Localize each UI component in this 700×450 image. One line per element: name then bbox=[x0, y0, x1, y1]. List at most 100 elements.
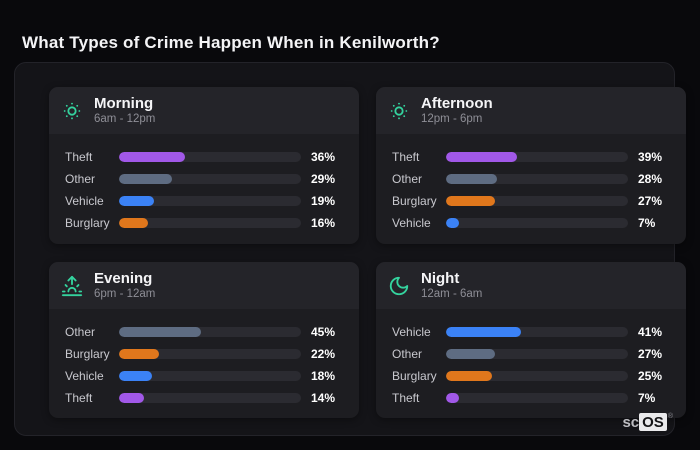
time-panel-evening: Evening 6pm - 12am Other 45% Burglary 22… bbox=[49, 262, 359, 418]
bar-fill bbox=[119, 151, 185, 162]
bar-track bbox=[446, 326, 628, 337]
bar-row-burglary: Burglary 22% bbox=[65, 343, 343, 365]
panel-header: Night 12am - 6am bbox=[376, 262, 686, 309]
bar-value: 29% bbox=[311, 171, 336, 186]
sun-dim-icon bbox=[61, 100, 83, 122]
bar-fill bbox=[446, 370, 492, 381]
bar-label: Theft bbox=[65, 390, 93, 405]
bar-fill bbox=[119, 326, 201, 337]
bar-row-vehicle: Vehicle 41% bbox=[392, 321, 670, 343]
bar-row-theft: Theft 39% bbox=[392, 146, 670, 168]
panel-subtitle: 12am - 6am bbox=[421, 288, 483, 301]
bar-value: 19% bbox=[311, 193, 336, 208]
panel-title: Evening bbox=[94, 270, 153, 287]
bar-row-burglary: Burglary 25% bbox=[392, 365, 670, 387]
time-panel-morning: Morning 6am - 12pm Theft 36% Other 29% V… bbox=[49, 87, 359, 244]
bar-fill bbox=[119, 392, 145, 403]
panel-subtitle: 12pm - 6pm bbox=[421, 113, 483, 126]
bar-row-burglary: Burglary 16% bbox=[65, 212, 343, 234]
bar-track bbox=[119, 217, 301, 228]
bar-label: Vehicle bbox=[392, 324, 431, 339]
bar-value: 27% bbox=[638, 193, 663, 208]
bar-value: 45% bbox=[311, 324, 336, 339]
bar-fill bbox=[119, 173, 172, 184]
dashboard-container: Morning 6am - 12pm Theft 36% Other 29% V… bbox=[14, 62, 686, 436]
registered-mark-icon: ® bbox=[667, 413, 673, 420]
bar-label: Vehicle bbox=[65, 193, 104, 208]
bar-label: Other bbox=[392, 171, 423, 186]
panel-heading-text: Afternoon 12pm - 6pm bbox=[421, 95, 493, 127]
panel-subtitle: 6am - 12pm bbox=[94, 113, 156, 126]
bar-value: 25% bbox=[638, 368, 663, 383]
bar-track bbox=[119, 348, 301, 359]
bar-fill bbox=[119, 370, 152, 381]
bar-value: 16% bbox=[311, 215, 336, 230]
bar-label: Theft bbox=[65, 149, 93, 164]
time-panel-afternoon: Afternoon 12pm - 6pm Theft 39% Other 28%… bbox=[376, 87, 686, 244]
bar-row-vehicle: Vehicle 19% bbox=[65, 190, 343, 212]
panel-header: Afternoon 12pm - 6pm bbox=[376, 87, 686, 134]
bar-row-burglary: Burglary 27% bbox=[392, 190, 670, 212]
bar-row-other: Other 28% bbox=[392, 168, 670, 190]
bar-value: 14% bbox=[311, 390, 336, 405]
bar-track bbox=[446, 348, 628, 359]
bar-track bbox=[119, 173, 301, 184]
bar-label: Burglary bbox=[392, 368, 437, 383]
panel-heading-text: Evening 6pm - 12am bbox=[94, 270, 155, 302]
brand-prefix: sc bbox=[622, 414, 640, 431]
bar-fill bbox=[119, 348, 160, 359]
bar-fill bbox=[446, 173, 497, 184]
bar-label: Burglary bbox=[65, 346, 110, 361]
bar-track bbox=[119, 151, 301, 162]
time-panel-night: Night 12am - 6am Vehicle 41% Other 27% B… bbox=[376, 262, 686, 418]
bar-label: Theft bbox=[392, 390, 420, 405]
bar-label: Other bbox=[65, 171, 96, 186]
bar-fill bbox=[446, 195, 496, 206]
bar-rows: Vehicle 41% Other 27% Burglary 25% Theft bbox=[376, 309, 686, 409]
bar-label: Burglary bbox=[392, 193, 437, 208]
panel-header: Evening 6pm - 12am bbox=[49, 262, 359, 309]
bar-row-vehicle: Vehicle 18% bbox=[65, 365, 343, 387]
sunrise-icon bbox=[61, 275, 83, 297]
bar-value: 7% bbox=[638, 390, 656, 405]
bar-value: 28% bbox=[638, 171, 663, 186]
bar-track bbox=[119, 392, 301, 403]
panel-title: Morning bbox=[94, 95, 154, 112]
bar-value: 27% bbox=[638, 346, 663, 361]
bar-row-other: Other 27% bbox=[392, 343, 670, 365]
bar-track bbox=[446, 370, 628, 381]
page-title: What Types of Crime Happen When in Kenil… bbox=[22, 33, 440, 53]
bar-label: Other bbox=[65, 324, 96, 339]
bar-row-theft: Theft 36% bbox=[65, 146, 343, 168]
bar-label: Burglary bbox=[65, 215, 110, 230]
panel-title: Afternoon bbox=[421, 95, 493, 112]
bar-value: 39% bbox=[638, 149, 663, 164]
bar-track bbox=[119, 195, 301, 206]
moon-icon bbox=[388, 275, 410, 297]
panel-heading-text: Morning 6am - 12pm bbox=[94, 95, 155, 127]
bar-label: Vehicle bbox=[392, 215, 431, 230]
sun-dim-icon bbox=[388, 100, 410, 122]
panel-subtitle: 6pm - 12am bbox=[94, 288, 156, 301]
panel-header: Morning 6am - 12pm bbox=[49, 87, 359, 134]
bar-value: 41% bbox=[638, 324, 663, 339]
bar-value: 22% bbox=[311, 346, 336, 361]
bar-fill bbox=[446, 217, 459, 228]
bar-track bbox=[446, 173, 628, 184]
bar-track bbox=[446, 195, 628, 206]
bar-fill bbox=[446, 348, 496, 359]
panel-heading-text: Night 12am - 6am bbox=[421, 270, 482, 302]
bar-row-theft: Theft 7% bbox=[392, 387, 670, 409]
bar-fill bbox=[119, 195, 154, 206]
bar-fill bbox=[446, 151, 517, 162]
bar-value: 18% bbox=[311, 368, 336, 383]
bar-rows: Theft 36% Other 29% Vehicle 19% Burglary bbox=[49, 134, 359, 234]
bar-label: Theft bbox=[392, 149, 420, 164]
bar-track bbox=[119, 326, 301, 337]
bar-track bbox=[446, 217, 628, 228]
bar-rows: Other 45% Burglary 22% Vehicle 18% Theft bbox=[49, 309, 359, 409]
bar-rows: Theft 39% Other 28% Burglary 27% Vehicle bbox=[376, 134, 686, 234]
bar-fill bbox=[119, 217, 149, 228]
bar-fill bbox=[446, 326, 521, 337]
panels-grid: Morning 6am - 12pm Theft 36% Other 29% V… bbox=[49, 87, 686, 418]
